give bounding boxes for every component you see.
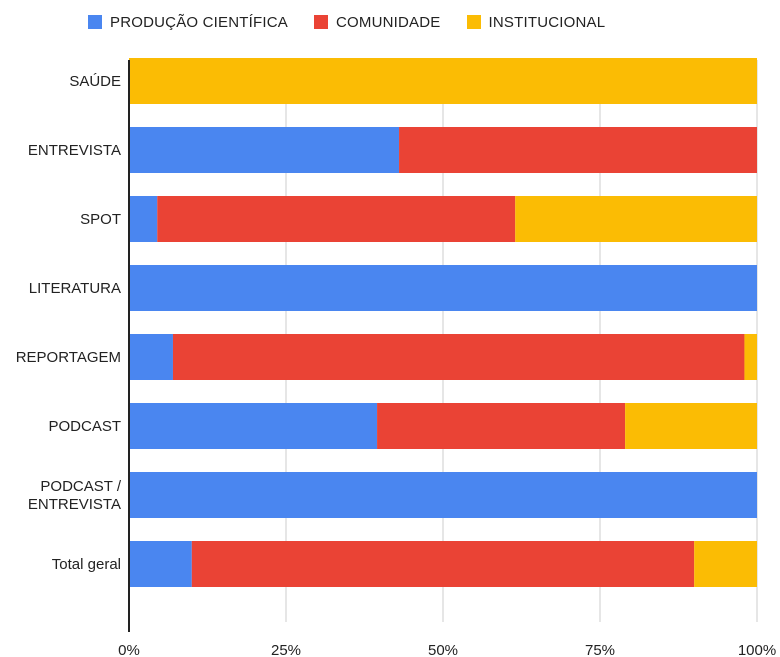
- bar-podcast-entrevista-producao-cientifica: [129, 472, 757, 518]
- bar-entrevista-producao-cientifica: [129, 127, 400, 173]
- x-tick-label-3: 75%: [585, 642, 615, 657]
- legend-label-institucional: INSTITUCIONAL: [488, 13, 606, 31]
- bar-total-geral-institucional: [694, 541, 757, 587]
- bar-spot-producao-cientifica: [129, 196, 158, 242]
- bar-spot-comunidade: [157, 196, 516, 242]
- y-category-label: PODCAST / ENTREVISTA: [28, 478, 122, 513]
- bar-podcast-producao-cientifica: [129, 403, 378, 449]
- bar-literatura-producao-cientifica: [129, 265, 757, 311]
- x-tick-label-0: 0%: [118, 642, 140, 657]
- x-tick-label-2: 50%: [428, 642, 458, 657]
- y-category-label: SPOT: [80, 211, 121, 228]
- y-category-label: PODCAST: [48, 418, 121, 435]
- legend-label-producao-cientifica: PRODUÇÃO CIENTÍFICA: [110, 13, 288, 31]
- legend-item-institucional: INSTITUCIONAL: [466, 13, 606, 31]
- bar-podcast-comunidade: [377, 403, 626, 449]
- x-tick-label-1: 25%: [271, 642, 301, 657]
- legend-swatch-institucional: [466, 15, 481, 29]
- bar-podcast-institucional: [625, 403, 757, 449]
- legend-swatch-comunidade: [313, 15, 328, 29]
- y-category-label: ENTREVISTA: [28, 142, 121, 159]
- bar-entrevista-comunidade: [399, 127, 757, 173]
- bar-total-geral-producao-cientifica: [129, 541, 192, 587]
- bar-reportagem-comunidade: [172, 334, 745, 380]
- legend-item-comunidade: COMUNIDADE: [313, 13, 441, 31]
- x-tick-label-4: 100%: [738, 642, 776, 657]
- bar-reportagem-institucional: [744, 334, 757, 380]
- y-category-label: LITERATURA: [29, 280, 121, 297]
- legend-item-producao-cientifica: PRODUÇÃO CIENTÍFICA: [88, 14, 288, 31]
- legend-label-comunidade: COMUNIDADE: [335, 13, 441, 31]
- bar-saude-institucional: [129, 58, 757, 104]
- y-category-label: Total geral: [52, 556, 121, 573]
- y-category-label: SAÚDE: [69, 73, 121, 90]
- y-category-label: REPORTAGEM: [16, 349, 121, 366]
- chart-legend: PRODUÇÃO CIENTÍFICA COMUNIDADE INSTITUCI…: [88, 10, 605, 34]
- bar-spot-institucional: [515, 196, 757, 242]
- bar-reportagem-producao-cientifica: [129, 334, 173, 380]
- bar-total-geral-comunidade: [191, 541, 695, 587]
- legend-swatch-producao-cientifica: [88, 15, 102, 29]
